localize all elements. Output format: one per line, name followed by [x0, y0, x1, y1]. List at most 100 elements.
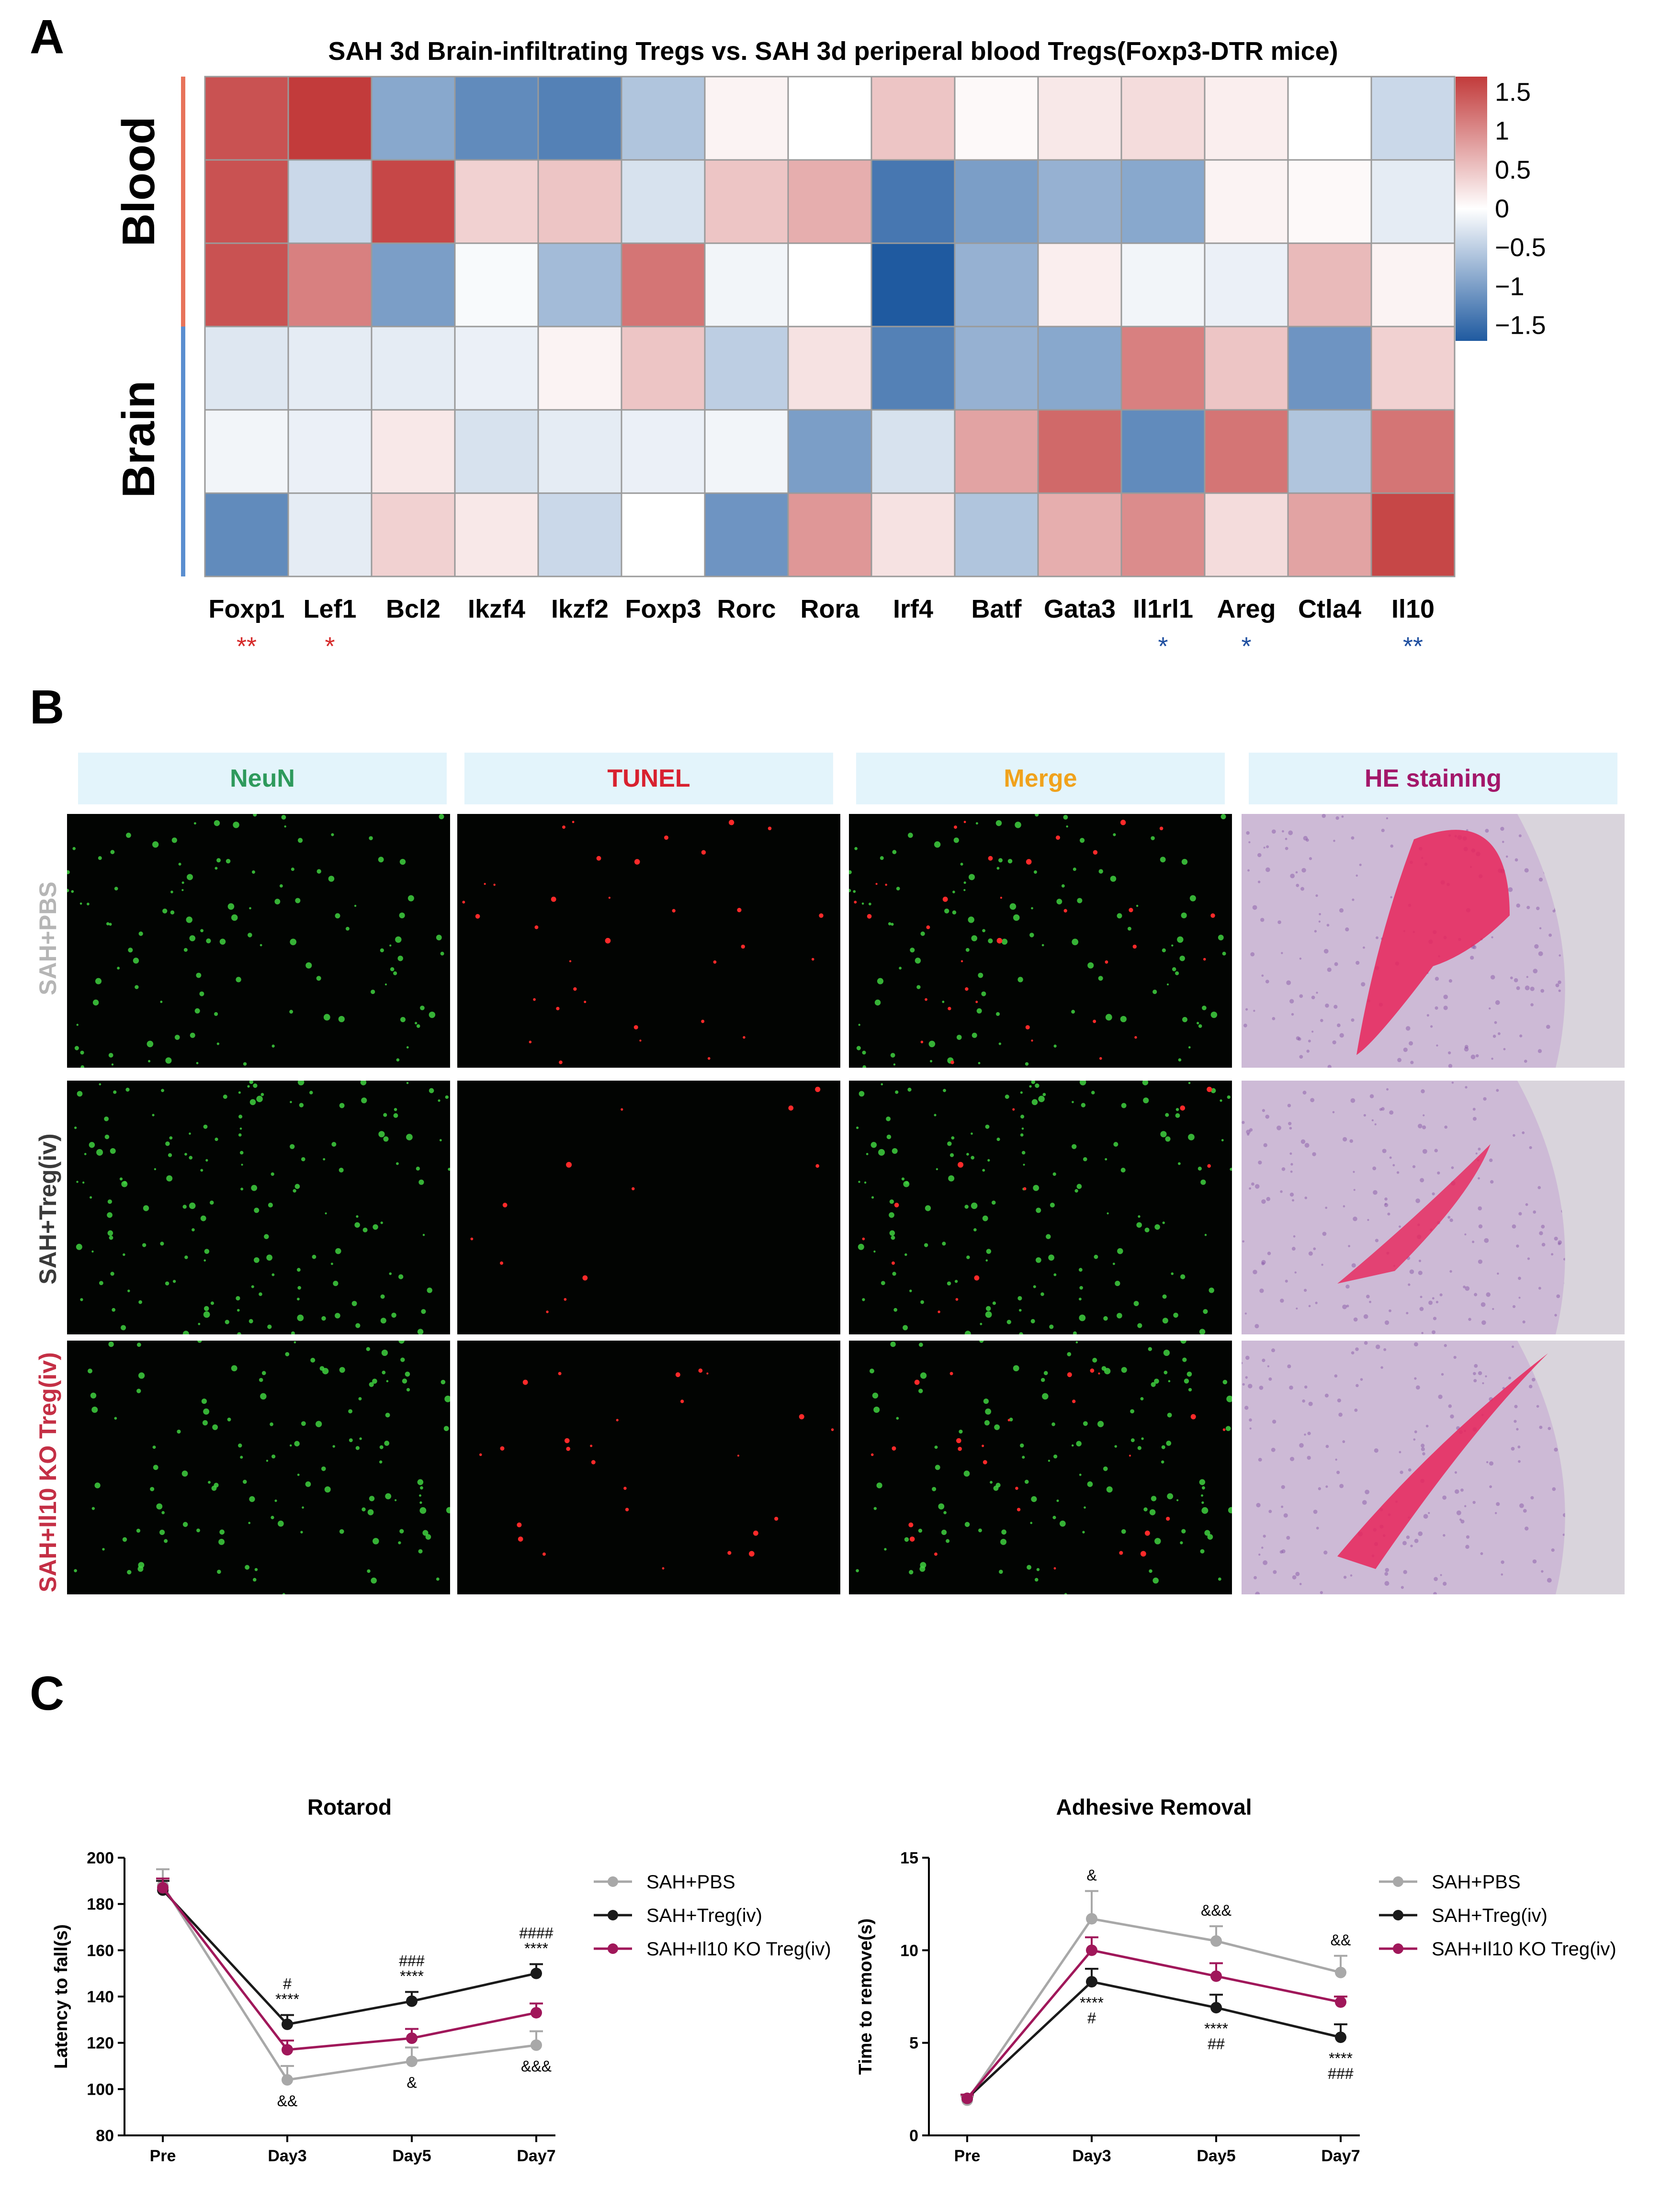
- heatmap-cell: [787, 409, 872, 494]
- gene-label: Ctla4: [1298, 595, 1361, 623]
- heatmap-cell: [870, 76, 956, 161]
- gene-label: Lef1: [303, 595, 356, 623]
- heatmap-cell: [1204, 492, 1289, 577]
- gene-label: Il10: [1391, 595, 1435, 623]
- heatmap-cell: [1204, 242, 1289, 327]
- data-point: [406, 1995, 418, 2007]
- legend-marker-sah-il10ko-2: [1393, 1943, 1403, 1954]
- micrograph-tunel-row1: [457, 814, 840, 1068]
- heatmap-cell: [204, 326, 289, 411]
- gene-label: Foxp1: [208, 595, 284, 623]
- heatmap-cell: [1120, 76, 1206, 161]
- heatmap-group-label-brain: Brain: [113, 380, 164, 498]
- column-header-merge-label: Merge: [1004, 765, 1077, 792]
- heatmap-cell: [1120, 326, 1206, 411]
- heatmap-cell: [621, 76, 706, 161]
- color-scale-bar: [1456, 77, 1487, 341]
- significance-annotation: ****: [1080, 1994, 1104, 2011]
- significance-annotation: &: [1086, 1867, 1096, 1884]
- column-header-tunel-label: TUNEL: [607, 765, 690, 792]
- heatmap-cell: [371, 159, 456, 244]
- micrograph-tunel-row3: [457, 1341, 840, 1594]
- legend-marker-sah-treg-2: [1393, 1910, 1403, 1920]
- gene-label: Areg: [1217, 595, 1276, 623]
- heatmap-cell: [1120, 159, 1206, 244]
- adhesive-removal-chart: Adhesive Removal 0 5 10 15 Pre Day3 Day5 Day7 Tim…: [856, 1794, 1360, 2165]
- heatmap-cell: [537, 159, 622, 244]
- series-line: [162, 1889, 537, 2026]
- legend-marker-sah-pbs-2: [1393, 1876, 1403, 1887]
- column-header-merge: Merge: [856, 753, 1225, 804]
- heatmap-cell: [287, 409, 373, 494]
- heatmap-cell: [1287, 242, 1372, 327]
- heatmap-cell: [1037, 242, 1122, 327]
- heatmap-cell: [371, 409, 456, 494]
- gene-label: Gata3: [1044, 595, 1116, 623]
- heatmap-cell: [1287, 492, 1372, 577]
- heatmap-cell: [287, 492, 373, 577]
- heatmap-cell: [204, 242, 289, 327]
- data-point: [1210, 1935, 1222, 1947]
- x-tick-label: Day5: [1197, 2147, 1235, 2165]
- significance-annotation: &&: [277, 2092, 298, 2110]
- color-scale-tick: 1.5: [1495, 78, 1531, 106]
- micrograph-neun-row3: [67, 1341, 450, 1594]
- heatmap-cell: [287, 326, 373, 411]
- x-tick-label: Pre: [954, 2147, 981, 2165]
- heatmap-cell: [1037, 159, 1122, 244]
- heatmap-cell: [1037, 326, 1122, 411]
- heatmap-cell: [1204, 409, 1289, 494]
- heatmap-cell: [870, 326, 956, 411]
- micrograph-he-row1: [1242, 814, 1625, 1068]
- heatmap-cell: [371, 492, 456, 577]
- series-line: [966, 1980, 1341, 2099]
- micrograph-merge-row2: [849, 1081, 1232, 1334]
- heatmap-cell: [204, 159, 289, 244]
- heatmap-cell: [704, 409, 789, 494]
- y-tick-label: 10: [900, 1941, 918, 1960]
- heatmap-cell: [954, 492, 1039, 577]
- heatmap-cell: [787, 242, 872, 327]
- significance-mark: *: [1158, 632, 1168, 661]
- panel-a-letter: A: [30, 10, 65, 64]
- significance-mark: *: [325, 632, 335, 661]
- brain-group-bar: [181, 327, 185, 576]
- heatmap-cell: [371, 76, 456, 161]
- heatmap-cell: [621, 492, 706, 577]
- heatmap-cell: [204, 76, 289, 161]
- y-tick-label: 140: [87, 1988, 114, 2006]
- gene-label: Foxp3: [625, 595, 701, 623]
- x-tick-label: Day3: [1072, 2147, 1111, 2165]
- heatmap-cell: [954, 326, 1039, 411]
- color-scale-tick: −0.5: [1495, 233, 1546, 262]
- heatmap-cell: [1120, 242, 1206, 327]
- row-label-sah-il10ko-treg: SAH+Il10 KO Treg(iv): [34, 1352, 61, 1592]
- column-header-neun-label: NeuN: [230, 765, 295, 792]
- data-point: [1086, 1976, 1097, 1988]
- heatmap-cell: [1370, 242, 1456, 327]
- heatmap-cell: [1370, 492, 1456, 577]
- heatmap-figure: SAH 3d Brain-infiltrating Tregs vs. SAH …: [181, 37, 1546, 661]
- series-line: [162, 1887, 537, 2051]
- data-point: [406, 2032, 418, 2044]
- legend-label-sah-pbs-2: SAH+PBS: [1432, 1872, 1521, 1893]
- data-point: [1335, 1966, 1346, 1978]
- significance-annotation: #: [1087, 2009, 1096, 2027]
- micrograph-merge-row1: [849, 814, 1232, 1068]
- gene-label: Rora: [800, 595, 859, 623]
- heatmap-cell: [621, 409, 706, 494]
- heatmap-cell: [287, 159, 373, 244]
- data-point: [1086, 1913, 1097, 1925]
- y-tick-label: 80: [96, 2127, 114, 2145]
- y-tick-label: 0: [909, 2127, 918, 2145]
- legend-label-sah-treg: SAH+Treg(iv): [646, 1905, 762, 1926]
- significance-annotation: #: [283, 1975, 292, 1993]
- heatmap-cell: [1037, 76, 1122, 161]
- blood-group-bar: [181, 77, 185, 327]
- heatmap-cell: [1204, 76, 1289, 161]
- significance-annotation: ****: [275, 1991, 299, 2008]
- heatmap-cell: [1287, 76, 1372, 161]
- row-label-sah-pbs: SAH+PBS: [34, 881, 61, 995]
- x-tick-label: Pre: [150, 2147, 176, 2165]
- rotarod-chart: Rotarod 80 100 120 140 160 180 200 Pre Day3 Day5 Da…: [51, 1794, 556, 2165]
